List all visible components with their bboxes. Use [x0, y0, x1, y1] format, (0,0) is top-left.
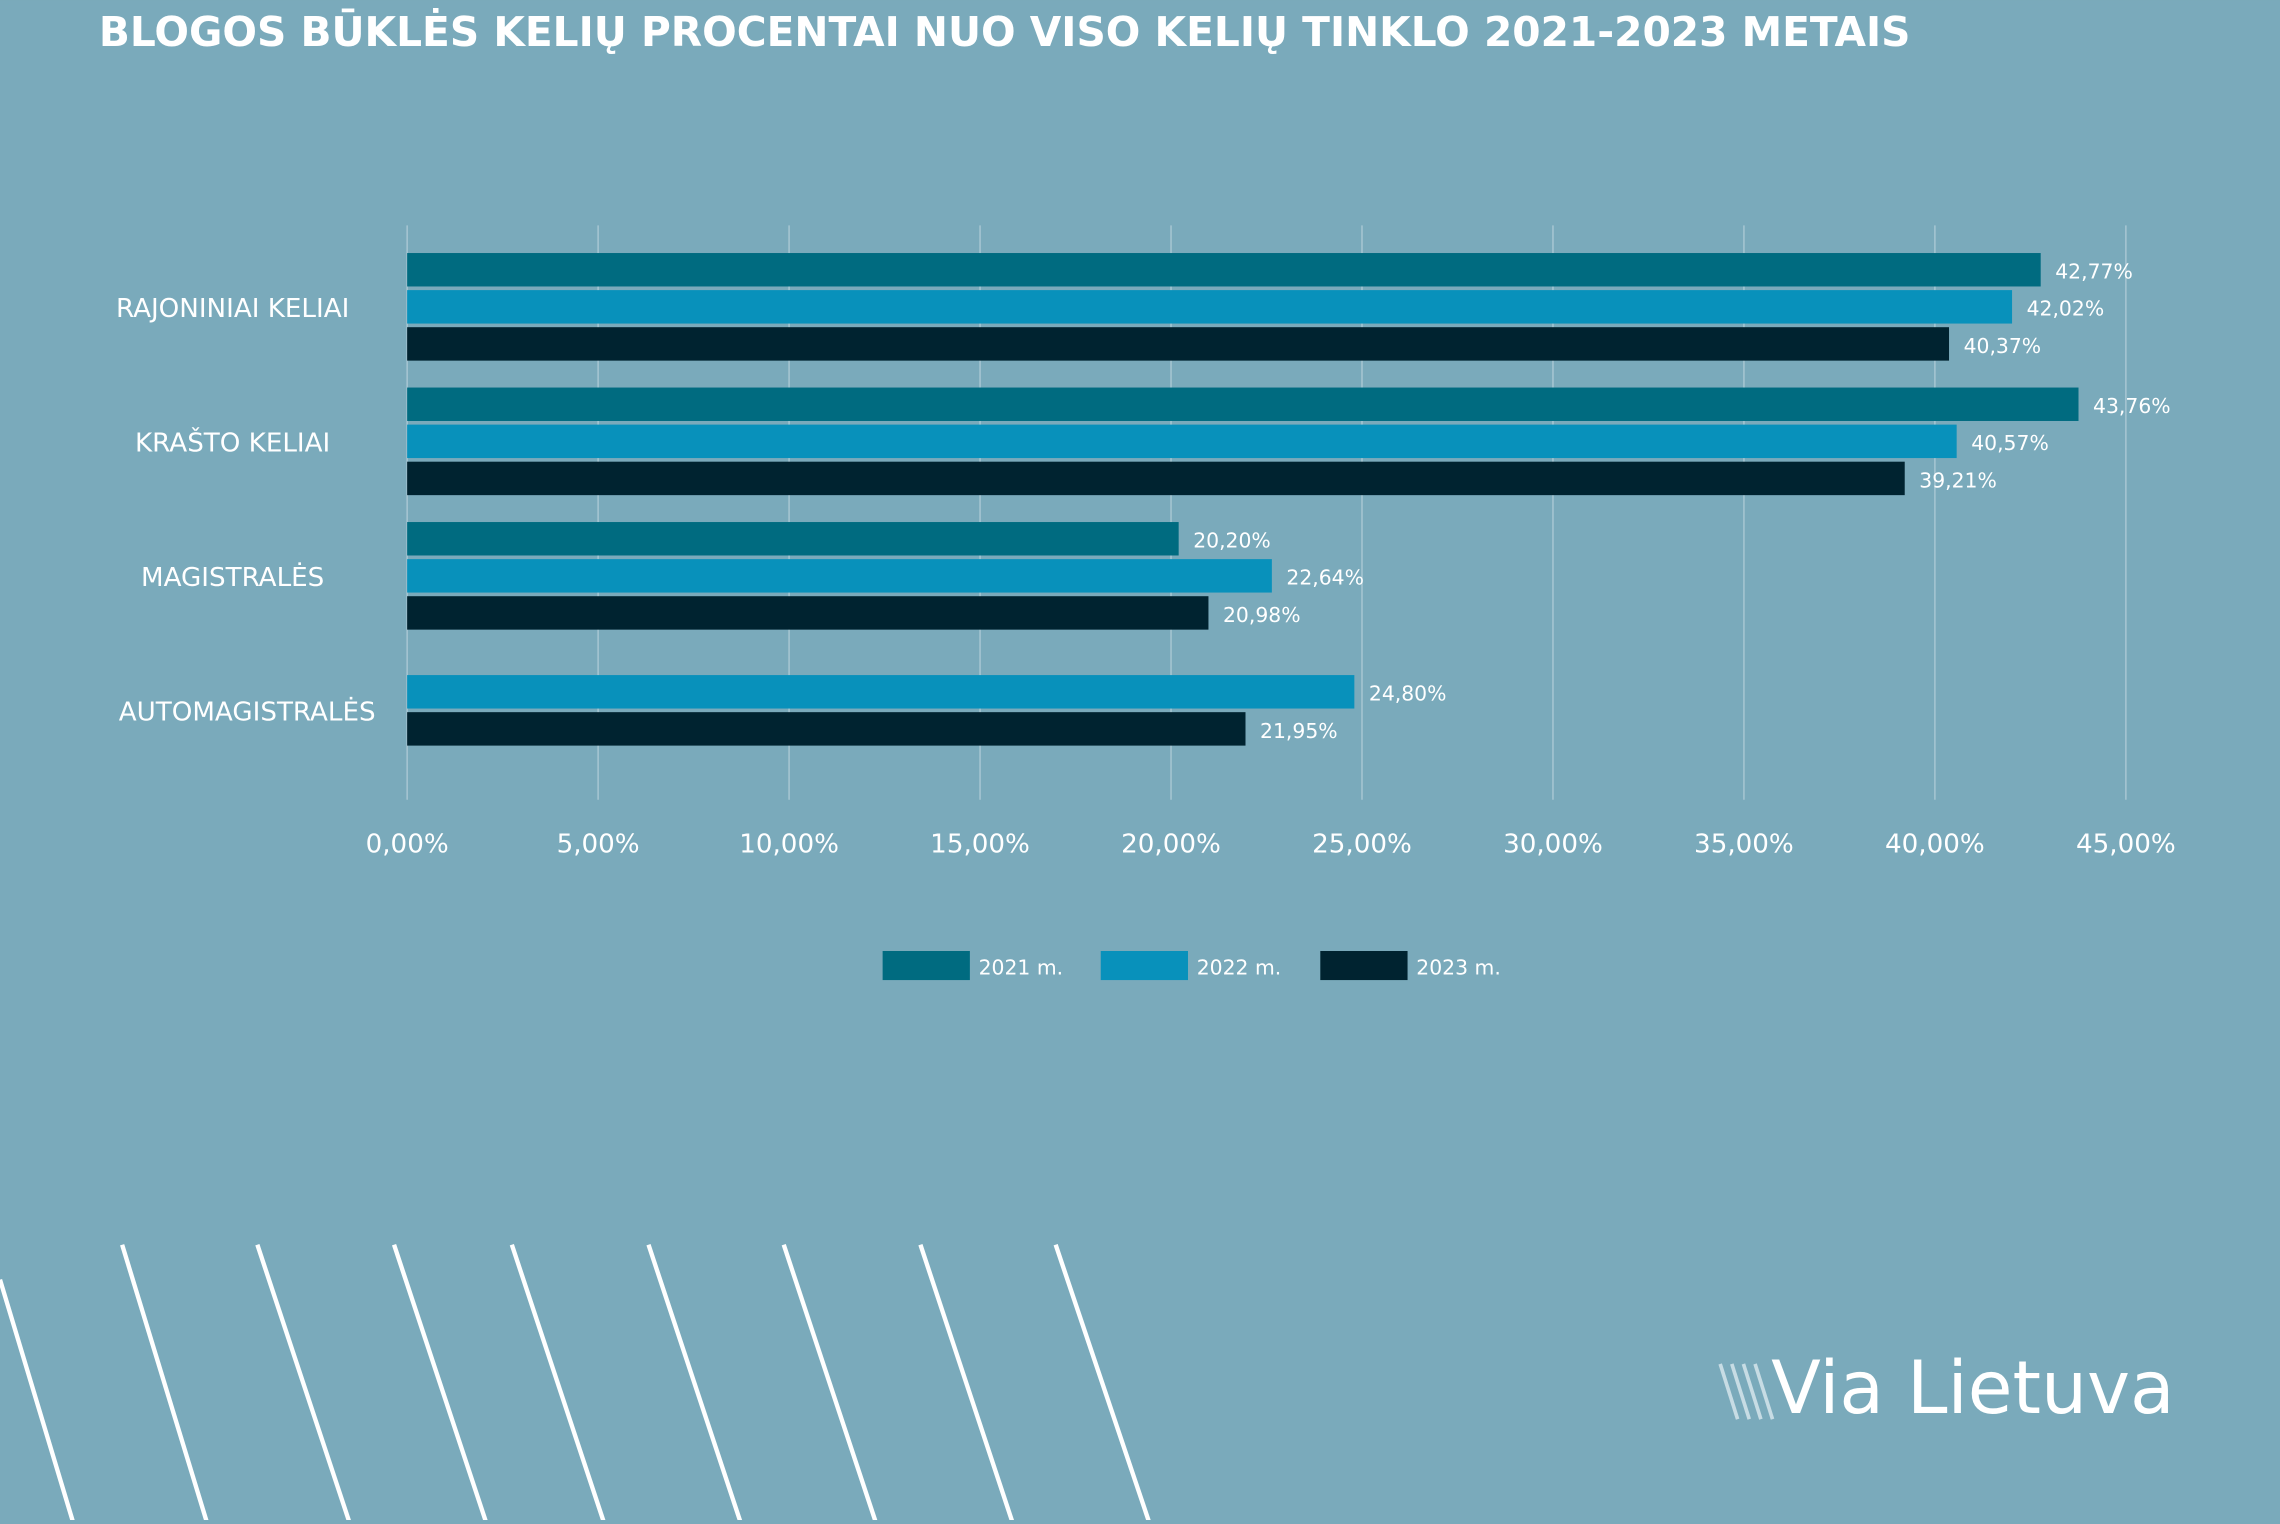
value-label: 20,98%: [1223, 603, 1301, 627]
y-tick-label: KRAŠTO KELIAI: [135, 427, 330, 459]
bar: [407, 675, 1355, 709]
x-tick-label: 20,00%: [1121, 829, 1221, 859]
bar: [407, 559, 1272, 593]
value-label: 20,20%: [1193, 529, 1271, 553]
value-label: 22,64%: [1286, 566, 1364, 590]
bar: [407, 461, 1905, 496]
value-label: 42,77%: [2055, 260, 2133, 284]
bar: [407, 253, 2041, 287]
legend-label: 2021 m.: [979, 955, 1064, 979]
bar: [407, 712, 1246, 746]
y-tick-label: AUTOMAGISTRALĖS: [119, 696, 376, 728]
value-label: 21,95%: [1260, 719, 1338, 743]
bar: [407, 596, 1209, 630]
legend-swatch: [882, 950, 970, 981]
bar: [407, 290, 2013, 324]
x-tick-label: 0,00%: [366, 829, 449, 859]
x-tick-label: 5,00%: [557, 829, 640, 859]
decoration: [0, 1244, 1775, 1522]
value-label: 24,80%: [1369, 682, 1447, 706]
x-tick-label: 10,00%: [739, 829, 839, 859]
x-tick-label: 35,00%: [1694, 829, 1794, 859]
legend-swatch: [1320, 950, 1408, 981]
value-label: 43,76%: [2093, 394, 2171, 418]
x-tick-label: 25,00%: [1312, 829, 1412, 859]
x-tick-label: 15,00%: [930, 829, 1030, 859]
x-tick-label: 40,00%: [1885, 829, 1985, 859]
bar: [407, 387, 2079, 421]
value-label: 40,37%: [1964, 334, 2042, 358]
x-tick-label: 45,00%: [2076, 829, 2176, 859]
y-tick-label: MAGISTRALĖS: [141, 561, 324, 593]
value-label: 40,57%: [1971, 431, 2049, 455]
bar: [407, 327, 1950, 361]
x-tick-label: 30,00%: [1503, 829, 1603, 859]
bar: [407, 424, 1957, 459]
legend-label: 2022 m.: [1197, 955, 1282, 979]
y-tick-label: RAJONINIAI KELIAI: [116, 294, 349, 324]
bar: [407, 522, 1179, 556]
legend-swatch: [1100, 950, 1188, 981]
value-label: 39,21%: [1919, 468, 1997, 492]
value-label: 42,02%: [2027, 297, 2105, 321]
chart-title: BLOGOS BŪKLĖS KELIŲ PROCENTAI NUO VISO K…: [99, 8, 1911, 56]
legend-label: 2023 m.: [1416, 955, 1501, 979]
logo: Via Lietuva: [1771, 1347, 2175, 1431]
